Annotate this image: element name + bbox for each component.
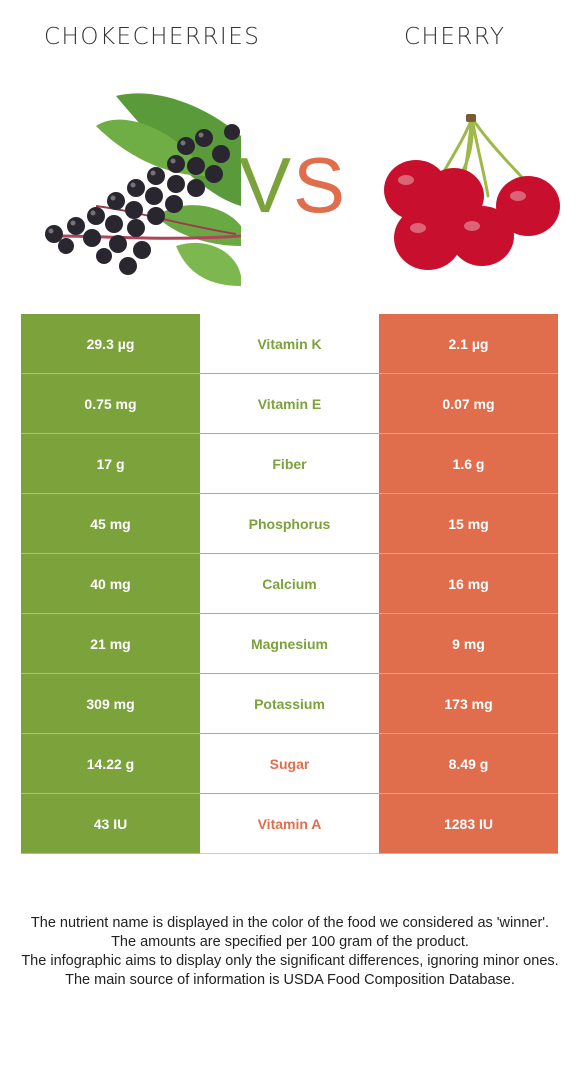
footnote-line: The nutrient name is displayed in the co… — [30, 915, 550, 931]
footnote-line: The main source of information is USDA F… — [65, 972, 515, 988]
nutrient-name: Calcium — [200, 554, 379, 614]
nutrient-name: Vitamin E — [200, 374, 379, 434]
right-value: 2.1 µg — [379, 314, 558, 374]
left-value: 17 g — [21, 434, 200, 494]
table-row: 14.22 g Sugar 8.49 g — [21, 734, 558, 794]
right-value: 0.07 mg — [379, 374, 558, 434]
nutrient-name: Vitamin K — [200, 314, 379, 374]
left-value: 21 mg — [21, 614, 200, 674]
right-value: 9 mg — [379, 614, 558, 674]
footnote-line: The amounts are specified per 100 gram o… — [111, 934, 469, 950]
left-value: 309 mg — [21, 674, 200, 734]
nutrient-comparison-table: 29.3 µg Vitamin K 2.1 µg 0.75 mg Vitamin E 0.… — [21, 314, 558, 854]
nutrient-name: Sugar — [200, 734, 379, 794]
right-value: 1283 IU — [379, 794, 558, 854]
nutrient-name: Fiber — [200, 434, 379, 494]
right-value: 15 mg — [379, 494, 558, 554]
versus-label: VS — [238, 141, 348, 229]
right-value: 1.6 g — [379, 434, 558, 494]
footnote: The nutrient name is displayed in the co… — [20, 914, 560, 990]
nutrient-name: Potassium — [200, 674, 379, 734]
table-row: 43 IU Vitamin A 1283 IU — [21, 794, 558, 854]
table-row: 309 mg Potassium 173 mg — [21, 674, 558, 734]
table-row: 45 mg Phosphorus 15 mg — [21, 494, 558, 554]
table-row: 29.3 µg Vitamin K 2.1 µg — [21, 314, 558, 374]
right-food-title: CHERRY — [404, 24, 506, 50]
left-value: 14.22 g — [21, 734, 200, 794]
table-row: 17 g Fiber 1.6 g — [21, 434, 558, 494]
nutrient-name: Phosphorus — [200, 494, 379, 554]
table-row: 0.75 mg Vitamin E 0.07 mg — [21, 374, 558, 434]
left-value: 40 mg — [21, 554, 200, 614]
left-value: 43 IU — [21, 794, 200, 854]
right-value: 16 mg — [379, 554, 558, 614]
right-value: 8.49 g — [379, 734, 558, 794]
left-food-title: CHOKECHERRIES — [44, 24, 261, 50]
table-row: 40 mg Calcium 16 mg — [21, 554, 558, 614]
right-value: 173 mg — [379, 674, 558, 734]
footnote-line: The infographic aims to display only the… — [21, 953, 559, 969]
nutrient-name: Vitamin A — [200, 794, 379, 854]
left-value: 0.75 mg — [21, 374, 200, 434]
chokecherries-image — [45, 93, 242, 286]
table-row: 21 mg Magnesium 9 mg — [21, 614, 558, 674]
nutrient-name: Magnesium — [200, 614, 379, 674]
cherry-image — [384, 114, 560, 270]
left-value: 45 mg — [21, 494, 200, 554]
left-value: 29.3 µg — [21, 314, 200, 374]
